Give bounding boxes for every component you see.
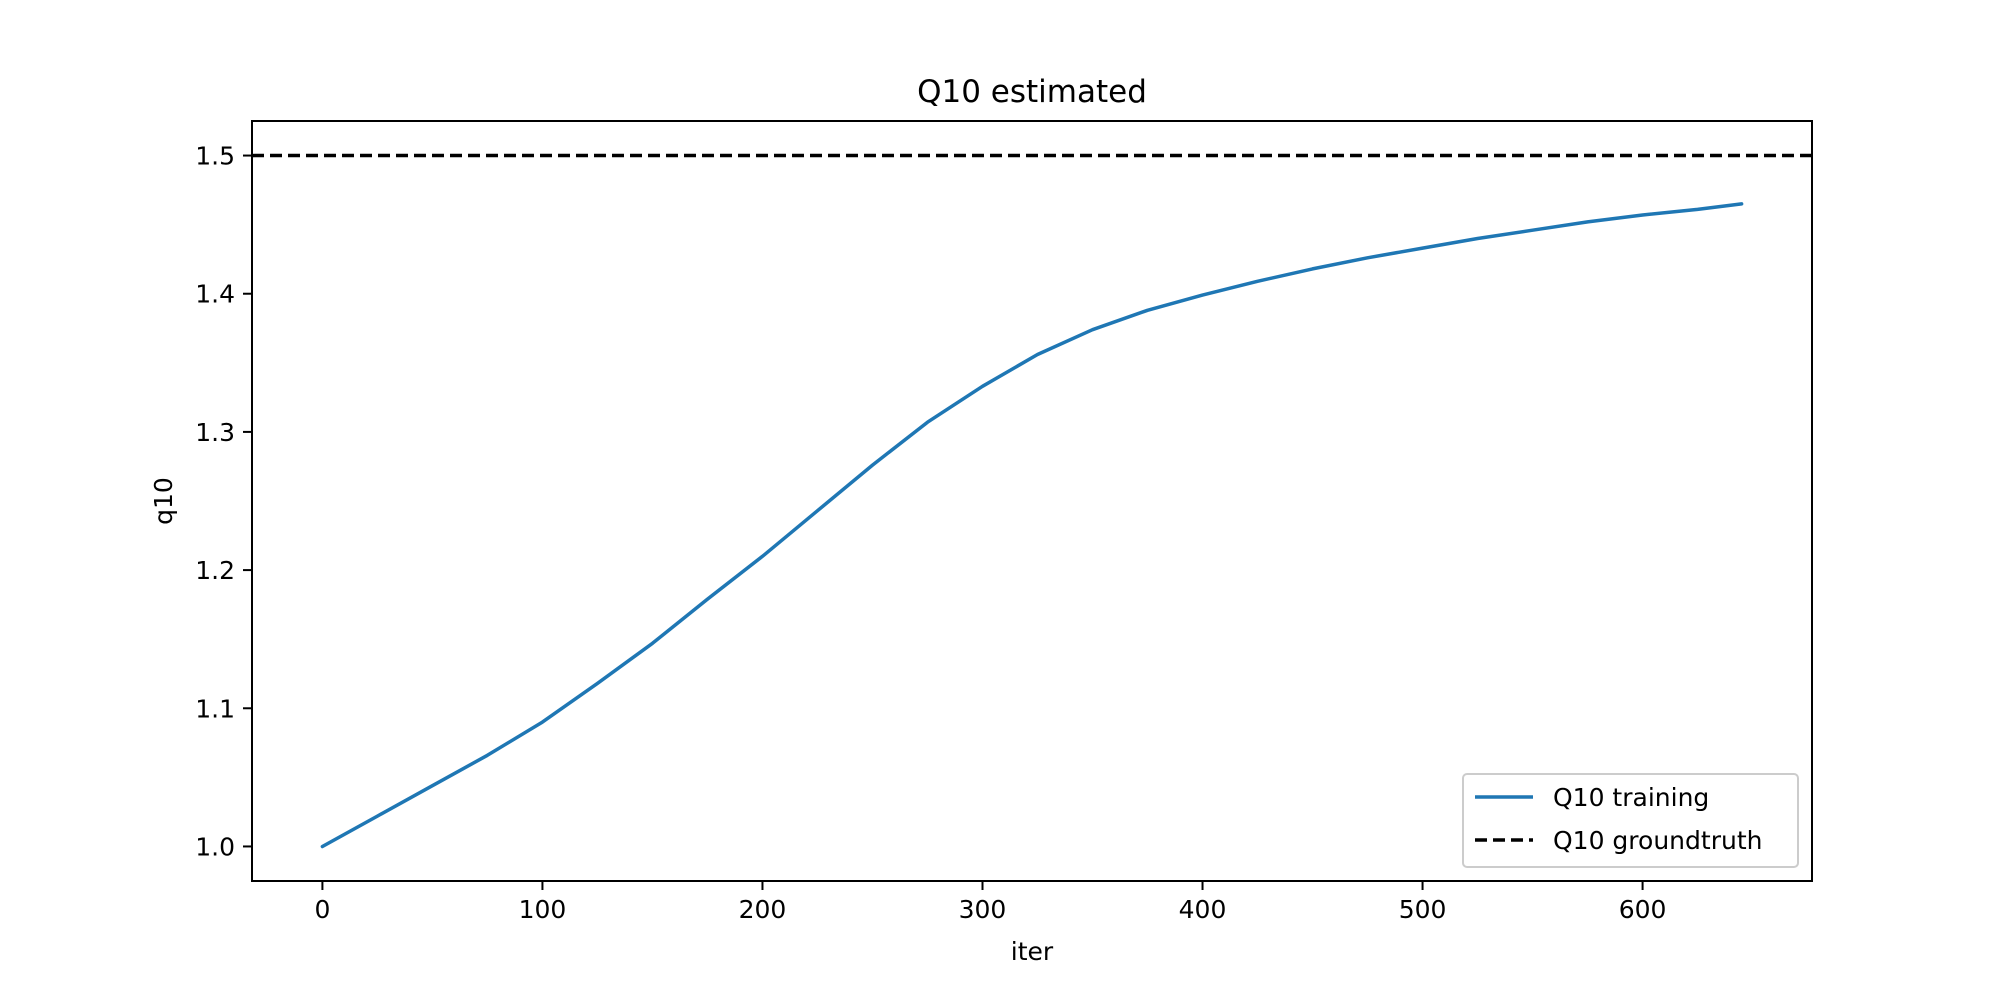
legend-label-q10-training: Q10 training xyxy=(1553,783,1709,812)
x-tick-label: 300 xyxy=(959,895,1007,924)
plot-area xyxy=(251,120,1813,882)
y-axis-ticks: 1.0 1.1 1.2 1.3 1.4 1.5 xyxy=(195,142,252,861)
x-tick-label: 100 xyxy=(519,895,567,924)
y-tick-label: 1.3 xyxy=(195,418,235,447)
y-tick-label: 1.0 xyxy=(195,832,235,861)
axes-frame xyxy=(251,120,1813,882)
training-line xyxy=(320,202,1744,849)
legend-label-q10-groundtruth: Q10 groundtruth xyxy=(1553,826,1762,855)
y-axis-label: q10 xyxy=(149,477,178,525)
x-axis-ticks: 0 100 200 300 400 500 600 xyxy=(314,881,1666,924)
series-layer xyxy=(252,153,1812,849)
y-tick-label: 1.2 xyxy=(195,556,235,585)
y-tick-label: 1.4 xyxy=(195,280,235,309)
x-tick-label: 200 xyxy=(739,895,787,924)
y-tick-label: 1.5 xyxy=(195,142,235,171)
chart-title: Q10 estimated xyxy=(917,74,1147,110)
x-tick-label: 600 xyxy=(1619,895,1667,924)
x-tick-label: 0 xyxy=(314,895,330,924)
x-tick-label: 500 xyxy=(1399,895,1447,924)
x-tick-label: 400 xyxy=(1179,895,1227,924)
legend: Q10 training Q10 groundtruth xyxy=(1462,773,1799,868)
y-tick-label: 1.1 xyxy=(195,694,235,723)
legend-box xyxy=(1462,773,1799,868)
x-axis-label: iter xyxy=(1011,937,1054,966)
